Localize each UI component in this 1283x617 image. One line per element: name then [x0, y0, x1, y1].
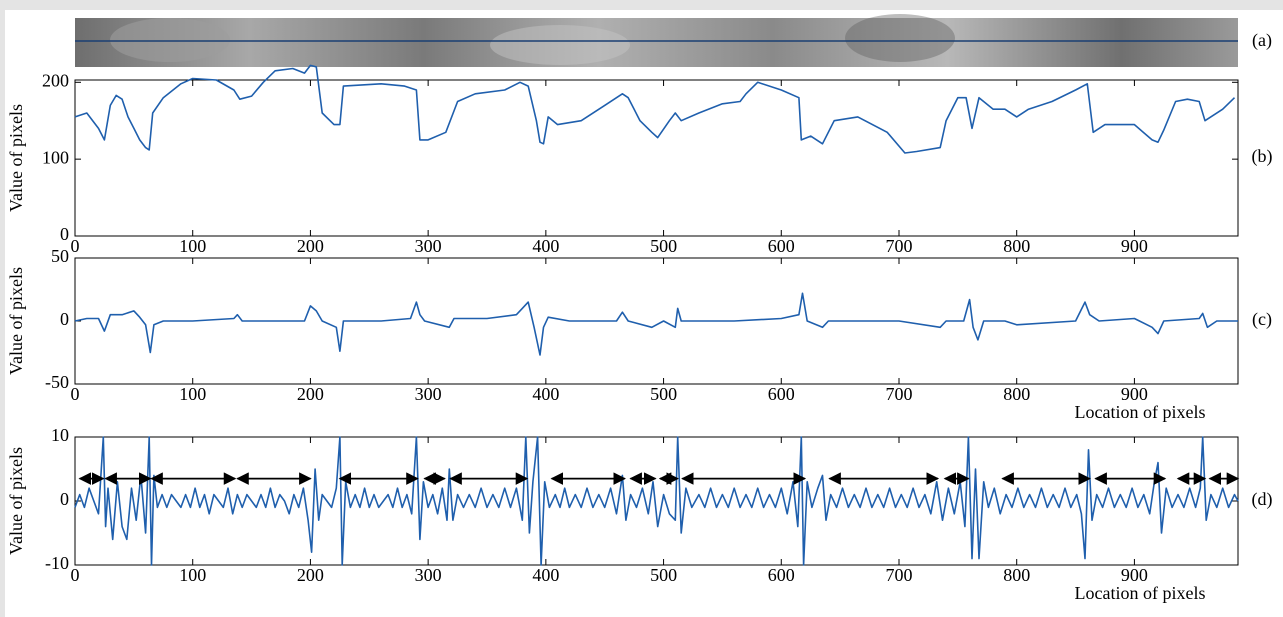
x-tick-label: 500	[650, 565, 677, 585]
y-tick-label: 0	[60, 224, 69, 244]
data-line	[74, 292, 1238, 356]
x-tick-label: 600	[768, 384, 795, 404]
data-line	[74, 436, 1239, 566]
x-tick-label: 700	[885, 236, 912, 256]
x-tick-label: 900	[1121, 236, 1148, 256]
x-tick-label: 200	[297, 384, 324, 404]
pebble	[490, 25, 630, 65]
x-tick-label: 300	[415, 565, 442, 585]
x-tick-label: 900	[1121, 565, 1148, 585]
x-tick-label: 700	[885, 384, 912, 404]
top-margin	[0, 0, 1283, 10]
y-tick-label: 0	[60, 489, 69, 509]
y-tick-label: 0	[60, 309, 69, 329]
y-tick-label: 200	[42, 70, 69, 90]
x-tick-label: 300	[415, 384, 442, 404]
panel-label: (b)	[1252, 146, 1273, 167]
x-tick-label: 0	[71, 236, 80, 256]
x-tick-label: 200	[297, 565, 324, 585]
x-tick-label: 500	[650, 384, 677, 404]
x-axis-label: Location of pixels	[1075, 402, 1206, 422]
x-tick-label: 600	[768, 236, 795, 256]
x-axis-label: Location of pixels	[1075, 583, 1206, 603]
x-tick-label: 900	[1121, 384, 1148, 404]
x-tick-label: 700	[885, 565, 912, 585]
x-tick-label: 300	[415, 236, 442, 256]
x-tick-label: 100	[179, 565, 206, 585]
pebble	[110, 18, 230, 62]
x-tick-label: 800	[1003, 236, 1030, 256]
y-tick-label: -10	[45, 553, 69, 573]
panel-label: (c)	[1252, 309, 1272, 330]
x-tick-label: 0	[71, 565, 80, 585]
x-tick-label: 400	[532, 565, 559, 585]
y-axis-label: Value of pixels	[6, 447, 26, 555]
plot-area	[74, 79, 1239, 237]
y-tick-label: 100	[42, 147, 69, 167]
x-tick-label: 800	[1003, 565, 1030, 585]
x-tick-label: 600	[768, 565, 795, 585]
y-axis-label: Value of pixels	[6, 267, 26, 375]
x-tick-label: 500	[650, 236, 677, 256]
panel-label: (a)	[1252, 30, 1272, 51]
y-tick-label: 50	[51, 246, 69, 266]
x-tick-label: 100	[179, 384, 206, 404]
pebble	[845, 14, 955, 62]
panel-label: (d)	[1252, 489, 1273, 510]
y-tick-label: -50	[45, 372, 69, 392]
x-tick-label: 400	[532, 236, 559, 256]
x-tick-label: 200	[297, 236, 324, 256]
x-tick-label: 100	[179, 236, 206, 256]
y-axis-label: Value of pixels	[6, 104, 26, 212]
x-tick-label: 800	[1003, 384, 1030, 404]
x-tick-label: 0	[71, 384, 80, 404]
plot-area	[74, 436, 1239, 566]
left-margin	[0, 0, 5, 617]
x-tick-label: 400	[532, 384, 559, 404]
data-line	[74, 64, 1236, 154]
image-strip	[75, 18, 1238, 67]
y-tick-label: 10	[51, 425, 69, 445]
